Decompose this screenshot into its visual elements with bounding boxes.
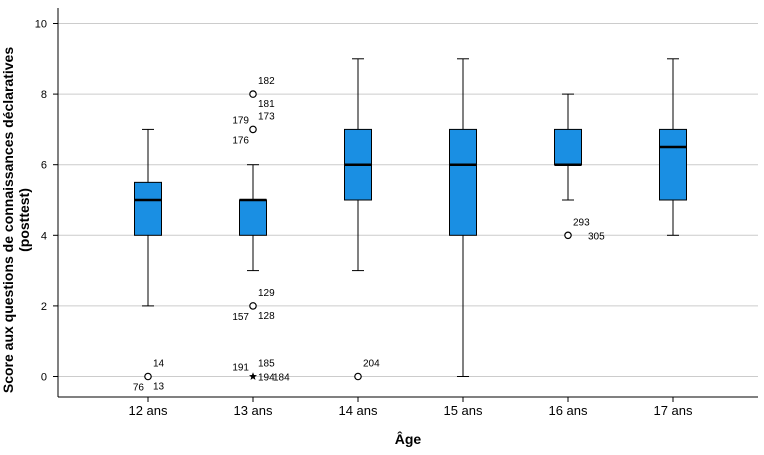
- outlier-point: 182 181: [249, 76, 275, 110]
- x-ticks: 12 ans 13 ans 14 ans 15 ans 16 ans 17 ans: [128, 397, 693, 418]
- outlier-circle-marker: [249, 125, 257, 134]
- y-ticks: 0 2 4 6 8 10: [35, 19, 58, 384]
- box-iqr: [134, 181, 162, 236]
- box-6: [659, 58, 687, 236]
- outlier-case-label: 305: [588, 231, 605, 242]
- box-1: [134, 128, 162, 307]
- x-tick-label: 17 ans: [653, 403, 693, 418]
- outlier-point: 129 157 128: [232, 288, 275, 323]
- outlier-case-label: 129: [258, 288, 275, 299]
- outlier-circle-marker: [564, 231, 572, 240]
- y-tick-label: 8: [41, 89, 47, 101]
- y-tick-label: 0: [41, 372, 47, 384]
- box-iqr: [659, 128, 687, 201]
- box-iqr: [239, 199, 267, 236]
- x-tick-label: 12 ans: [128, 403, 168, 418]
- gridlines: [58, 23, 758, 377]
- box-iqr: [449, 128, 477, 236]
- outlier-case-label: 185: [258, 359, 275, 370]
- outlier-case-label: 14: [153, 359, 165, 370]
- outlier-case-label: 13: [153, 382, 165, 393]
- outlier-case-label: 204: [363, 359, 380, 370]
- outlier-circle-marker: [144, 372, 152, 381]
- outlier-circle-marker: [354, 372, 362, 381]
- outlier-case-label: 194: [258, 373, 275, 384]
- outlier-case-label: 182: [258, 76, 275, 87]
- box-4: [449, 58, 477, 377]
- outlier-case-label: 157: [232, 312, 249, 323]
- x-axis-title: Âge: [395, 430, 422, 447]
- outlier-point: 14 76 13: [133, 359, 165, 394]
- outlier-case-label: 191: [232, 363, 249, 374]
- y-tick-label: 2: [41, 301, 47, 313]
- extreme-outlier-star-marker: [249, 372, 257, 380]
- y-axis-title: Score aux questions de connaissances déc…: [0, 47, 32, 393]
- y-tick-label: 4: [41, 230, 47, 242]
- outlier-case-label: 128: [258, 311, 275, 322]
- box-2: [239, 164, 267, 272]
- outlier-case-label: 179: [232, 115, 249, 126]
- box-3: [344, 58, 372, 272]
- y-tick-label: 10: [35, 19, 47, 31]
- axes: [57, 8, 758, 398]
- outlier-point: 179 173 176: [232, 111, 275, 146]
- y-axis-title-line-1: Score aux questions de connaissances déc…: [0, 47, 16, 393]
- x-tick-label: 14 ans: [338, 403, 378, 418]
- box-iqr: [554, 128, 582, 166]
- outlier-case-label: 293: [573, 217, 590, 228]
- y-tick-label: 6: [41, 160, 47, 172]
- box-5: [554, 93, 582, 201]
- outlier-case-label: 76: [133, 383, 145, 394]
- outlier-circle-marker: [249, 302, 257, 310]
- y-axis-title-line-2: (posttest): [16, 188, 32, 252]
- outlier-case-label: 181: [258, 99, 275, 110]
- x-tick-label: 16 ans: [548, 403, 588, 418]
- boxes: [134, 58, 687, 377]
- outlier-case-label: 184: [273, 373, 290, 384]
- x-tick-label: 13 ans: [233, 403, 273, 418]
- outlier-case-label: 173: [258, 111, 275, 122]
- outlier-case-label: 176: [232, 135, 249, 146]
- outlier-point: 204: [354, 359, 380, 381]
- outlier-circle-marker: [249, 90, 257, 98]
- x-tick-label: 15 ans: [443, 403, 483, 418]
